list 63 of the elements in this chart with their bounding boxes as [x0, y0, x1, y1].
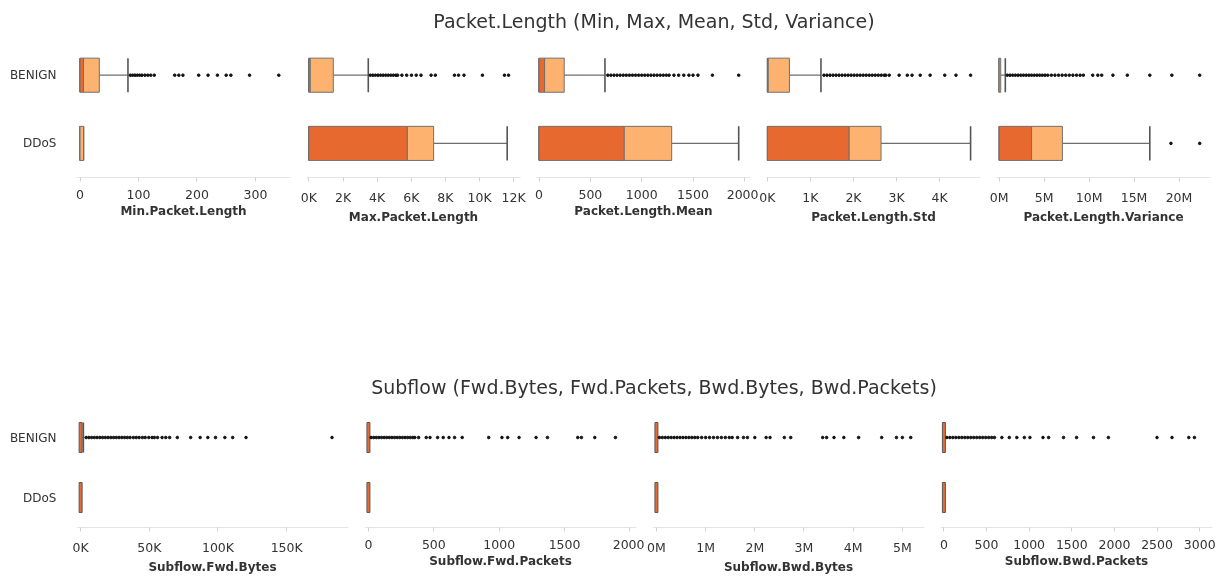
x-tick-label: 2000: [612, 536, 645, 552]
x-tick-label: 2000: [726, 186, 759, 202]
x-tick-label: 1M: [696, 539, 715, 555]
x-tick-label: 1500: [677, 186, 709, 202]
x-tick-label: 0K: [759, 189, 777, 205]
x-axis-title: Max.Packet.Length: [348, 209, 479, 224]
y-tick-label: BENIGN: [9, 68, 57, 83]
x-tick-label: 3M: [794, 539, 814, 555]
x-tick-label: 20M: [1165, 189, 1193, 205]
x-tick-label: 4M: [843, 539, 863, 555]
x-tick-label: 500: [974, 536, 999, 552]
x-tick-label: 300: [243, 186, 268, 202]
x-tick-label: 10K: [467, 189, 493, 205]
x-tick-label: 100K: [201, 539, 235, 555]
x-tick-label: 0K: [300, 189, 318, 205]
x-axis-title: Subflow.Fwd.Bytes: [148, 559, 277, 574]
x-tick-label: 3000: [1183, 536, 1216, 552]
x-axis-title: Packet.Length.Mean: [574, 203, 713, 218]
x-tick-label: 6K: [403, 189, 421, 205]
x-tick-label: 1000: [483, 536, 516, 552]
x-tick-label: 1500: [1055, 536, 1088, 552]
x-tick-label: 500: [421, 536, 446, 552]
x-tick-label: 2K: [845, 189, 863, 205]
x-tick-label: 1000: [1013, 536, 1046, 552]
x-tick-label: 0: [535, 186, 544, 202]
x-tick-label: 4K: [931, 189, 949, 205]
x-tick-label: 5M: [1034, 189, 1054, 205]
y-tick-label: DDoS: [23, 490, 57, 505]
x-tick-label: 2K: [334, 189, 352, 205]
x-tick-label: 12K: [501, 189, 527, 205]
x-axis-title: Subflow.Bwd.Packets: [1004, 553, 1149, 568]
x-axis-title: Packet.Length.Variance: [1023, 209, 1184, 224]
x-tick-label: 2M: [745, 539, 765, 555]
x-tick-label: 0: [76, 186, 85, 202]
x-tick-label: 4K: [369, 189, 387, 205]
y-tick-label: BENIGN: [9, 430, 57, 445]
x-tick-label: 50K: [137, 539, 163, 555]
x-tick-label: 200: [185, 186, 209, 202]
x-tick-label: 1500: [548, 536, 581, 552]
x-tick-label: 0M: [989, 189, 1009, 205]
text: Subflow (Fwd.Bytes, Fwd.Packets, Bwd.Bytes, Bwd.Packets): [370, 375, 938, 400]
x-tick-label: 0K: [72, 539, 90, 555]
x-tick-label: 1000: [625, 186, 658, 202]
x-tick-label: 2000: [1098, 536, 1131, 552]
x-axis-title: Packet.Length.Std: [811, 209, 936, 224]
x-tick-label: 500: [578, 186, 603, 202]
x-tick-label: 0M: [647, 539, 666, 555]
x-axis-title: Min.Packet.Length: [120, 203, 247, 218]
x-tick-label: 0: [939, 536, 948, 552]
x-axis-title: Subflow.Fwd.Packets: [429, 553, 572, 568]
x-tick-label: 100: [126, 186, 151, 202]
x-axis-title: Subflow.Bwd.Bytes: [723, 559, 854, 574]
x-tick-label: 8K: [437, 189, 455, 205]
x-tick-label: 2500: [1141, 536, 1174, 552]
x-tick-label: 10M: [1075, 189, 1103, 205]
x-tick-label: 15M: [1120, 189, 1148, 205]
x-tick-label: 5M: [893, 539, 912, 555]
x-tick-label: 0: [364, 536, 373, 552]
x-tick-label: 150K: [270, 539, 304, 555]
x-tick-label: 3K: [888, 189, 906, 205]
text: Packet.Length (Min, Max, Mean, Std, Variance): [432, 9, 876, 34]
y-tick-label: DDoS: [23, 136, 57, 151]
x-tick-label: 1K: [802, 189, 820, 205]
